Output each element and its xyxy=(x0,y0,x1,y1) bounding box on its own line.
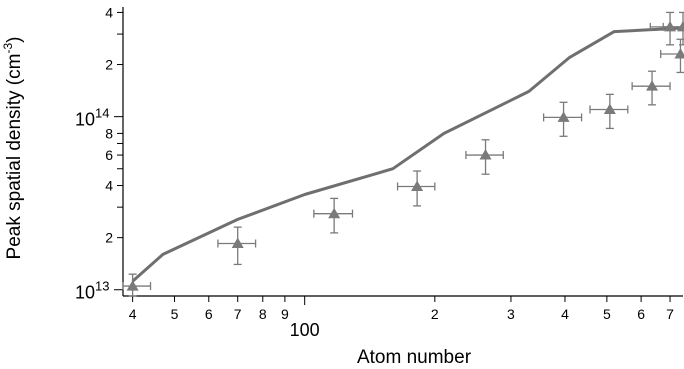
y-tick-label: 2 xyxy=(105,57,113,73)
triangle-marker xyxy=(231,237,244,248)
x-tick-label: 8 xyxy=(259,306,267,322)
y-tick-label-base: 10 xyxy=(75,110,95,130)
triangle-marker xyxy=(677,20,684,32)
data-point xyxy=(542,101,583,137)
triangle-marker xyxy=(664,20,677,32)
y-tick-label: 2 xyxy=(105,230,113,246)
y-tick-label: 1013 xyxy=(75,279,110,303)
y-tick-label-base: 10 xyxy=(75,283,95,303)
data-point xyxy=(631,70,671,106)
x-tick-label: 5 xyxy=(603,306,611,322)
x-tick-label: 3 xyxy=(507,306,515,322)
x-tick-label: 5 xyxy=(171,306,179,322)
x-tick-label: 6 xyxy=(637,306,645,322)
y-axis-title-close: ) xyxy=(4,37,25,43)
x-tick-label: 9 xyxy=(281,306,289,322)
triangle-marker xyxy=(557,111,570,122)
x-tick-label: 100 xyxy=(290,320,320,340)
data-point xyxy=(396,170,436,207)
y-axis-title-text: Peak spatial density (cm xyxy=(4,54,25,260)
y-tick-label: 1014 xyxy=(75,106,110,130)
triangle-marker xyxy=(328,207,341,219)
triangle-marker xyxy=(479,149,492,160)
x-tick-label: 4 xyxy=(129,306,137,322)
data-point xyxy=(122,273,152,297)
x-tick-label: 2 xyxy=(431,306,439,322)
triangle-marker xyxy=(674,48,684,59)
triangle-marker xyxy=(411,180,424,191)
y-tick-label-exponent: 14 xyxy=(95,106,109,121)
data-point xyxy=(217,226,257,266)
x-tick-label: 6 xyxy=(205,306,213,322)
data-point xyxy=(662,11,684,46)
y-axis-title-exponent: -3 xyxy=(1,43,15,54)
triangle-marker xyxy=(646,80,659,91)
model-curve xyxy=(131,26,684,283)
y-tick-label-exponent: 13 xyxy=(95,279,109,294)
x-tick-label: 7 xyxy=(234,306,242,322)
y-tick-label: 6 xyxy=(105,147,113,163)
series-line xyxy=(131,26,684,283)
triangle-marker xyxy=(126,280,139,291)
y-tick-label: 4 xyxy=(105,178,113,194)
data-point xyxy=(313,197,354,234)
y-tick-label: 4 xyxy=(105,4,113,20)
data-point xyxy=(465,139,504,175)
y-axis-title: Peak spatial density (cm-3) xyxy=(1,37,25,260)
data-point xyxy=(589,93,629,130)
series-points xyxy=(122,11,684,297)
x-tick-label: 4 xyxy=(561,306,569,322)
x-tick-label: 7 xyxy=(666,306,674,322)
x-axis-title: Atom number xyxy=(357,347,472,368)
triangle-marker xyxy=(603,103,616,114)
y-tick-label: 8 xyxy=(105,125,113,141)
